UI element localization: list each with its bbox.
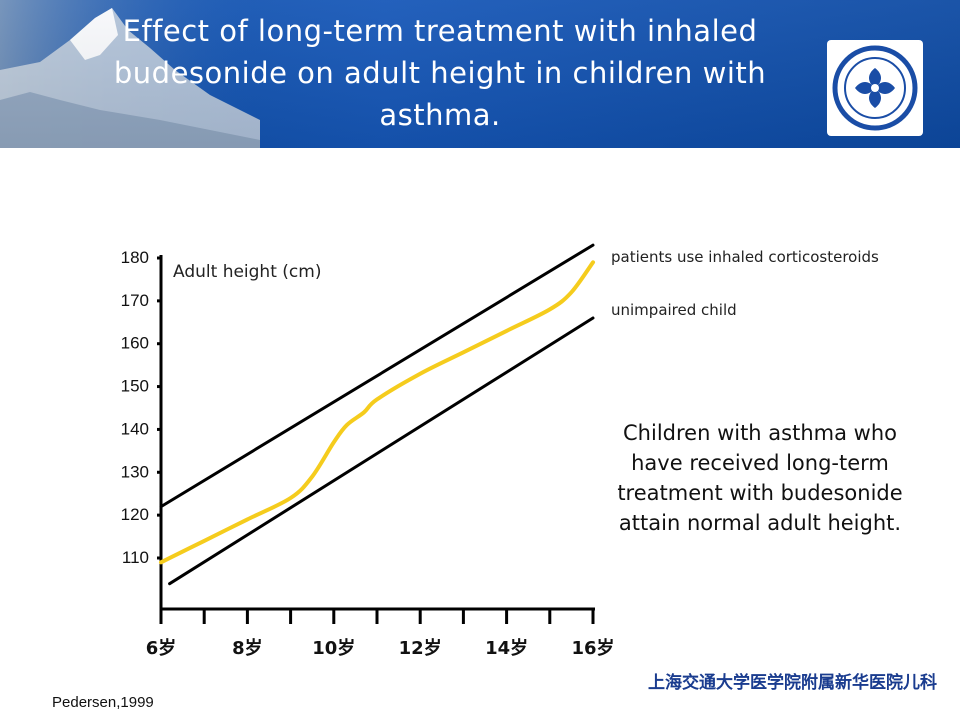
chart-series: [159, 243, 595, 586]
source-citation: Pedersen,1999: [52, 694, 154, 711]
title-header: Effect of long-term treatment with inhal…: [0, 0, 960, 148]
conclusion-note: Children with asthma who have received l…: [617, 421, 903, 535]
y-tick-label: 180: [121, 248, 149, 267]
y-tick-label: 110: [122, 548, 149, 567]
y-tick-label: 120: [121, 505, 149, 524]
x-tick-label: 10岁: [312, 637, 355, 659]
series-line-unimpaired: [168, 316, 595, 586]
x-tick-label: 12岁: [399, 637, 442, 659]
header-overlay: [0, 0, 960, 148]
chart-tick-labels: 110 120 130 140 150 160 170 180 6岁 8岁 10岁 12岁 14岁 16岁: [121, 248, 615, 659]
y-tick-label: 130: [121, 462, 149, 481]
slide-title: Effect of long-term treatment with inhal…: [113, 14, 767, 132]
y-tick-label: 150: [121, 377, 149, 396]
footer-department: 上海交通大学医学院附属新华医院儿科: [648, 673, 937, 693]
series-line-corticosteroids: [159, 243, 595, 509]
chart-axes: [157, 255, 595, 624]
legend-unimpaired: unimpaired child: [611, 301, 737, 319]
y-tick-label: 160: [121, 334, 149, 353]
y-tick-label: 140: [121, 419, 149, 438]
x-tick-label: 16岁: [571, 637, 614, 659]
x-tick-label: 14岁: [485, 637, 528, 659]
x-tick-label: 6岁: [146, 637, 177, 659]
y-tick-label: 170: [121, 291, 149, 310]
x-tick-label: 8岁: [232, 637, 263, 659]
hospital-logo: [827, 40, 923, 136]
series-line-height-curve: [159, 260, 595, 565]
legend-corticosteroids: patients use inhaled corticosteroids: [611, 248, 879, 266]
mountain-image: [0, 0, 260, 148]
y-axis-label: Adult height (cm): [173, 262, 322, 282]
